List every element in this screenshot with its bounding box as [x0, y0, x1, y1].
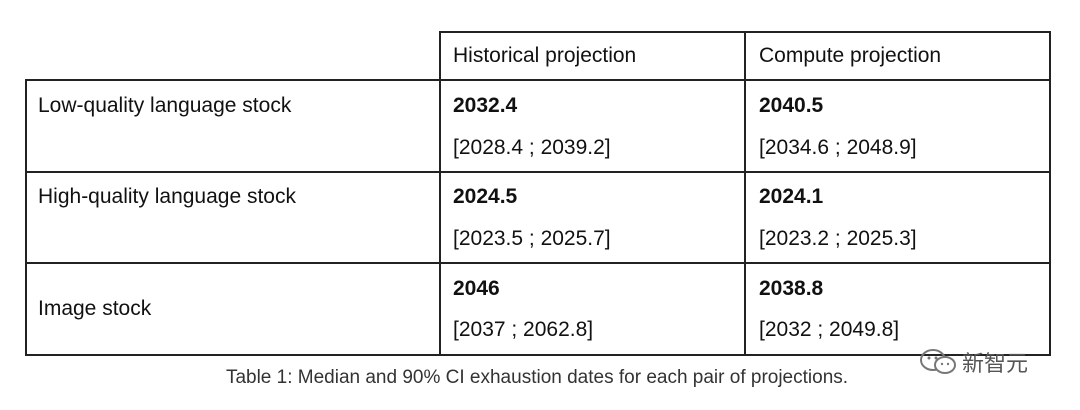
row-label: Image stock	[38, 297, 152, 320]
border	[25, 171, 1051, 173]
median: 2024.1	[759, 185, 824, 208]
watermark: 新智元	[918, 346, 1028, 378]
border	[25, 79, 27, 356]
ci: [2037 ; 2062.8]	[453, 318, 594, 341]
median: 2040.5	[759, 94, 824, 117]
median: 2032.4	[453, 94, 518, 117]
border	[439, 31, 441, 356]
ci: [2028.4 ; 2039.2]	[453, 136, 611, 159]
row-label: Low-quality language stock	[38, 94, 292, 117]
ci: [2032 ; 2049.8]	[759, 318, 900, 341]
border	[1049, 31, 1051, 356]
median: 2038.8	[759, 277, 824, 300]
ci: [2023.2 ; 2025.3]	[759, 227, 917, 250]
median: 2046	[453, 277, 500, 300]
header-cell: Historical projection	[453, 44, 637, 67]
row-label: High-quality language stock	[38, 185, 296, 208]
watermark-text: 新智元	[962, 351, 1029, 376]
border	[25, 262, 1051, 264]
header-cell: Compute projection	[759, 44, 942, 67]
ci: [2023.5 ; 2025.7]	[453, 227, 611, 250]
watermark-icon	[920, 349, 956, 374]
border	[25, 354, 1051, 356]
border	[744, 31, 746, 356]
ci: [2034.6 ; 2048.9]	[759, 136, 917, 159]
median: 2024.5	[453, 185, 518, 208]
caption: Table 1: Median and 90% CI exhaustion da…	[225, 367, 849, 388]
border	[25, 79, 1051, 81]
